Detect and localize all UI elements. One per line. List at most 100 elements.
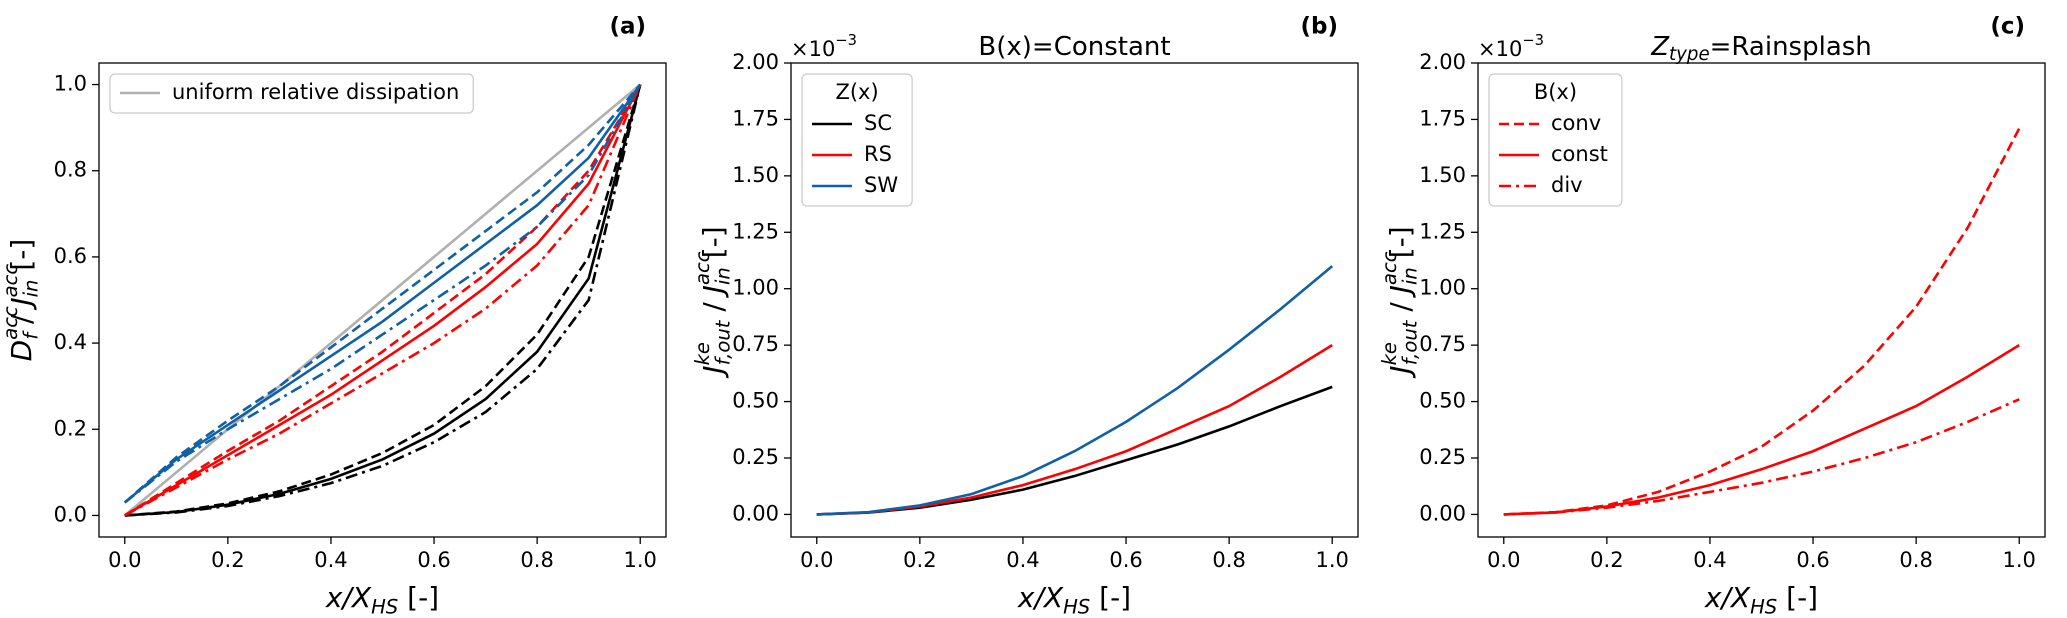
y-tick-label: 0.00 <box>1419 501 1466 525</box>
series-line <box>124 83 642 517</box>
subscript: f,out <box>1398 319 1421 365</box>
y-tick-label: 1.00 <box>1419 276 1466 300</box>
y-tick-label: 0.8 <box>54 158 87 182</box>
text-part: J <box>697 365 730 378</box>
text-part: x/X <box>1704 581 1751 614</box>
panel-label: (c) <box>1990 14 2025 40</box>
panel-label: (b) <box>1301 14 1339 40</box>
subscript: HS <box>1063 595 1090 618</box>
series-line <box>1503 398 2020 516</box>
panel: 0.0 0.2 0.4 0.6 0.8 1.0 0.00 0.25 0.50 0.75 1.00 1.… <box>691 14 1359 618</box>
offset-text: ×10−3 <box>791 32 857 61</box>
series-line <box>123 83 642 504</box>
text-part: [-] <box>697 226 730 267</box>
y-tick-label: 0.00 <box>732 501 779 525</box>
y-tick-label: 0.0 <box>54 502 87 526</box>
x-tick-label: 0.2 <box>211 548 244 572</box>
x-tick-label: 0.0 <box>1487 548 1520 572</box>
x-tick-label: 0.0 <box>108 548 141 572</box>
text-part: D <box>5 340 38 362</box>
x-tick-label: 1.0 <box>2003 548 2036 572</box>
axes-frame <box>98 62 667 538</box>
text-part: / <box>697 293 730 320</box>
superscript: acc <box>1378 251 1401 285</box>
y-tick-label: 0.75 <box>1419 332 1466 356</box>
legend-entry: uniform relative dissipation <box>172 80 459 104</box>
legend-entry: const <box>1551 142 1608 166</box>
y-axis-label: Daccf / Jaccin [-] <box>0 239 42 362</box>
text-part: [-] <box>398 581 439 614</box>
legend-box <box>109 73 474 114</box>
y-tick-label: 2.00 <box>732 50 779 74</box>
text-part: / <box>5 306 38 333</box>
text-part: [-] <box>1090 581 1131 614</box>
panel: 0.0 0.2 0.4 0.6 0.8 1.0 0.0 0.2 0.4 0.6 0.8 1.0 x/XH… <box>0 14 667 618</box>
y-tick-label: 1.25 <box>1419 219 1466 243</box>
subscript: HS <box>371 595 398 618</box>
legend-box <box>1488 73 1623 207</box>
x-tick-label: 0.0 <box>800 548 833 572</box>
subscript: f,out <box>711 319 734 365</box>
y-tick-label: 0.25 <box>1419 445 1466 469</box>
series-line <box>124 84 642 517</box>
series-line <box>123 83 642 504</box>
text-part: / <box>1384 293 1417 320</box>
x-axis-label: x/XHS [-] <box>1017 581 1131 618</box>
legend-title: Z(x) <box>835 80 878 104</box>
y-tick-label: 1.75 <box>732 106 779 130</box>
superscript: acc <box>0 306 22 340</box>
x-tick-label: 0.8 <box>1212 548 1245 572</box>
x-tick-label: 0.8 <box>1899 548 1932 572</box>
superscript: ke <box>1378 342 1401 365</box>
text-part: [-] <box>1384 226 1417 267</box>
y-tick-label: 1.50 <box>1419 163 1466 187</box>
legend: B(x) conv const div <box>1488 73 1623 207</box>
superscript: ke <box>691 342 714 365</box>
series-line <box>816 265 1334 516</box>
axes-frame <box>1477 62 2046 538</box>
text-part: [-] <box>1777 581 1818 614</box>
chart-title: B(x)=Constant <box>978 32 1170 62</box>
panel: 0.0 0.2 0.4 0.6 0.8 1.0 0.00 0.25 0.50 0.75 1.00 1.… <box>1378 14 2046 618</box>
series-line <box>123 83 642 504</box>
x-tick-label: 0.8 <box>520 548 553 572</box>
x-axis-label: x/XHS [-] <box>1704 581 1818 618</box>
x-tick-label: 0.4 <box>1006 548 1039 572</box>
axes-frame <box>790 62 1359 538</box>
y-tick-label: 0.4 <box>54 330 87 354</box>
x-tick-label: 1.0 <box>1316 548 1349 572</box>
subscript: in <box>19 280 42 298</box>
superscript: −3 <box>835 32 857 49</box>
y-tick-label: 0.25 <box>732 445 779 469</box>
legend-box <box>801 73 913 207</box>
y-tick-label: 1.75 <box>1419 106 1466 130</box>
x-tick-label: 0.4 <box>314 548 347 572</box>
x-tick-label: 0.6 <box>417 548 450 572</box>
y-tick-label: 1.25 <box>732 219 779 243</box>
x-tick-label: 0.6 <box>1109 548 1142 572</box>
panel-label: (a) <box>609 14 646 40</box>
y-axis-label: Jkef,out / Jaccin [-] <box>1378 226 1421 378</box>
x-tick-label: 0.6 <box>1796 548 1829 572</box>
series-line <box>124 84 642 517</box>
x-axis-label: x/XHS [-] <box>325 581 439 618</box>
series-line <box>816 344 1333 516</box>
legend: uniform relative dissipation <box>109 73 474 114</box>
y-tick-label: 2.00 <box>1419 50 1466 74</box>
series-line <box>124 83 642 517</box>
legend-entry: SW <box>864 173 898 197</box>
series-line <box>123 83 642 517</box>
subscript: f <box>19 330 42 340</box>
text-part: [-] <box>5 239 38 280</box>
y-tick-label: 0.2 <box>54 416 87 440</box>
legend-entry: div <box>1551 173 1583 197</box>
text-part: =Rainsplash <box>1710 32 1872 62</box>
text-part: ×10 <box>791 37 835 61</box>
legend: Z(x) SC RS SW <box>801 73 913 207</box>
text-part: x/X <box>1017 581 1064 614</box>
y-tick-label: 0.75 <box>732 332 779 356</box>
y-tick-label: 1.50 <box>732 163 779 187</box>
text-part: B(x)=Constant <box>978 32 1170 62</box>
y-tick-label: 1.0 <box>54 72 87 96</box>
